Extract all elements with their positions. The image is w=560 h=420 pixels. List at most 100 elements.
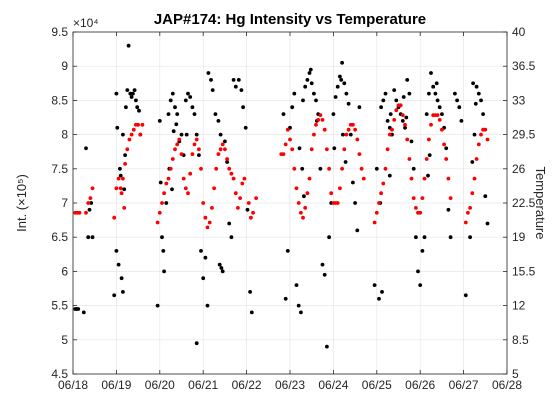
temperature-point bbox=[136, 122, 141, 127]
intensity-point bbox=[132, 88, 137, 92]
temperature-point bbox=[210, 206, 214, 210]
temperature-point bbox=[307, 176, 312, 181]
intensity-point bbox=[184, 132, 189, 137]
temperature-point bbox=[160, 201, 164, 205]
intensity-point bbox=[418, 283, 423, 287]
intensity-point bbox=[301, 98, 305, 103]
temperature-point bbox=[359, 166, 364, 171]
temperature-point bbox=[162, 191, 167, 196]
intensity-point bbox=[416, 269, 420, 274]
left-tick-label: 8.5 bbox=[51, 93, 68, 107]
temperature-point bbox=[281, 152, 286, 157]
intensity-point bbox=[76, 307, 81, 311]
intensity-point bbox=[168, 98, 173, 103]
temperature-point bbox=[170, 157, 175, 161]
intensity-point bbox=[126, 43, 131, 48]
intensity-point bbox=[294, 283, 299, 287]
intensity-point bbox=[192, 112, 197, 116]
right-y-axis-label: Temperature bbox=[533, 167, 548, 240]
right-tick-label: 29.5 bbox=[512, 128, 536, 142]
temperature-point bbox=[381, 181, 386, 186]
intensity-point bbox=[122, 187, 127, 192]
intensity-point bbox=[379, 105, 383, 110]
temperature-point bbox=[344, 132, 349, 137]
intensity-point bbox=[89, 201, 94, 205]
temperature-point bbox=[214, 166, 219, 171]
temperature-point bbox=[440, 127, 444, 132]
intensity-point bbox=[225, 160, 230, 164]
intensity-point bbox=[206, 71, 211, 75]
intensity-point bbox=[381, 98, 386, 103]
intensity-point bbox=[335, 84, 340, 89]
intensity-point bbox=[476, 91, 481, 96]
temperature-point bbox=[123, 162, 127, 166]
temperature-point bbox=[290, 147, 295, 152]
temperature-point bbox=[251, 210, 256, 215]
x-tick-label: 06/25 bbox=[362, 378, 392, 392]
intensity-point bbox=[84, 146, 88, 151]
intensity-point bbox=[281, 112, 286, 116]
intensity-point bbox=[218, 132, 223, 137]
intensity-point bbox=[455, 98, 459, 103]
intensity-point bbox=[155, 303, 160, 308]
temperature-point bbox=[296, 201, 301, 205]
temperature-point bbox=[427, 137, 431, 142]
intensity-point bbox=[420, 249, 425, 253]
intensity-point bbox=[199, 249, 203, 253]
x-tick-label: 06/28 bbox=[492, 378, 522, 392]
intensity-point bbox=[81, 310, 86, 315]
intensity-point bbox=[296, 303, 301, 308]
intensity-point bbox=[115, 125, 120, 130]
temperature-point bbox=[316, 118, 321, 122]
intensity-point bbox=[463, 293, 468, 298]
left-tick-label: 9 bbox=[61, 59, 68, 73]
intensity-point bbox=[312, 91, 316, 96]
intensity-point bbox=[340, 60, 344, 65]
intensity-point bbox=[128, 91, 133, 96]
left-tick-label: 9.5 bbox=[51, 25, 68, 39]
temperature-point bbox=[125, 147, 130, 152]
intensity-point bbox=[471, 81, 475, 86]
intensity-point bbox=[137, 108, 141, 113]
intensity-point bbox=[290, 105, 295, 110]
intensity-point bbox=[343, 160, 348, 164]
temperature-point bbox=[231, 176, 236, 181]
temperature-point bbox=[179, 152, 184, 157]
temperature-point bbox=[84, 210, 88, 215]
intensity-point bbox=[116, 262, 121, 267]
intensity-point bbox=[394, 98, 399, 103]
temperature-point bbox=[131, 127, 136, 132]
intensity-point bbox=[308, 67, 313, 72]
right-tick-label: 19 bbox=[512, 230, 526, 244]
x-tick-label: 06/20 bbox=[145, 378, 175, 392]
temperature-point bbox=[394, 108, 399, 113]
right-y-axis: 5 8.5 12 15.5 19 22.5 26 29.5 33 36.5 40 bbox=[503, 25, 536, 381]
intensity-point bbox=[175, 112, 180, 116]
x-tick-label: 06/24 bbox=[318, 378, 348, 392]
intensity-point bbox=[302, 194, 306, 199]
intensity-point bbox=[118, 173, 123, 178]
intensity-point bbox=[374, 166, 379, 171]
intensity-point bbox=[87, 207, 92, 212]
intensity-point bbox=[114, 249, 119, 253]
right-tick-label: 33 bbox=[512, 93, 526, 107]
temperature-point bbox=[405, 137, 410, 142]
temperature-point bbox=[168, 166, 173, 171]
intensity-point bbox=[422, 235, 427, 240]
temperature-point bbox=[201, 201, 206, 205]
intensity-point bbox=[209, 78, 213, 82]
temperature-point bbox=[361, 176, 366, 181]
temperature-point bbox=[355, 137, 360, 142]
intensity-point bbox=[171, 129, 176, 134]
temperature-point bbox=[346, 127, 351, 132]
intensity-point bbox=[318, 166, 323, 171]
temperature-point bbox=[294, 186, 299, 191]
intensity-point bbox=[114, 91, 119, 96]
temperature-point bbox=[476, 142, 481, 147]
intensity-point bbox=[405, 78, 410, 82]
left-tick-label: 5.5 bbox=[51, 299, 68, 313]
temperature-point bbox=[422, 176, 427, 181]
intensity-point bbox=[427, 91, 431, 96]
left-tick-label: 6 bbox=[61, 264, 68, 278]
intensity-point bbox=[231, 78, 236, 82]
